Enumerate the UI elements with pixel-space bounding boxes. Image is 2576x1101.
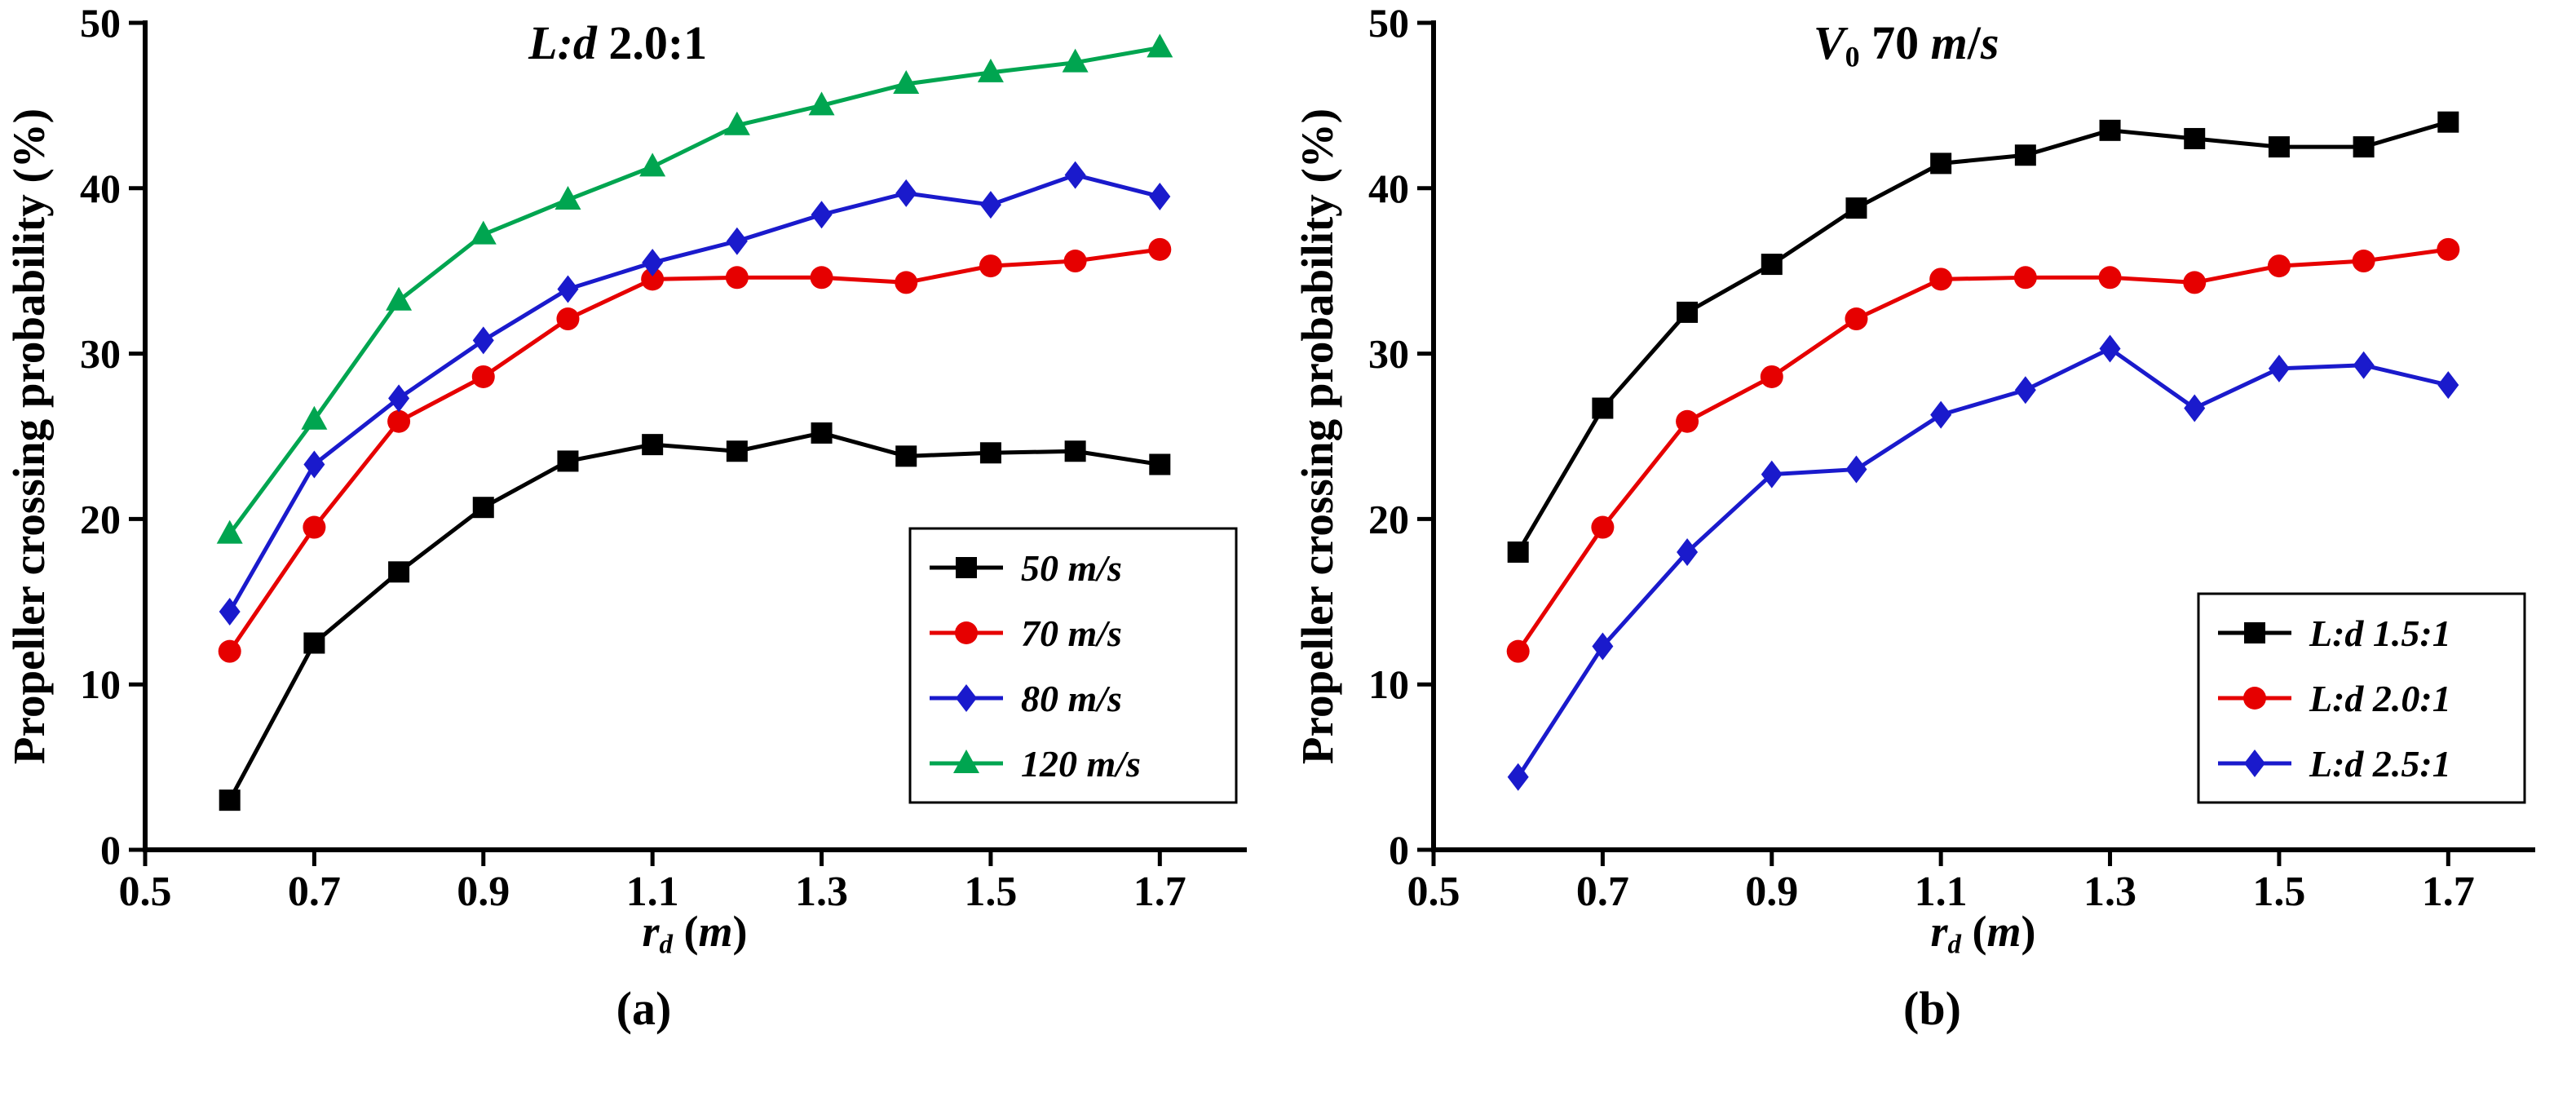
svg-text:0.7: 0.7 <box>287 869 340 915</box>
svg-text:40: 40 <box>1368 166 1409 211</box>
svg-text:1.5: 1.5 <box>964 869 1017 915</box>
svg-text:10: 10 <box>80 661 121 707</box>
sublabel-b: (b) <box>1903 982 1961 1035</box>
svg-text:120 m/s: 120 m/s <box>1021 743 1141 785</box>
svg-text:1.7: 1.7 <box>2421 869 2474 915</box>
svg-text:50 m/s: 50 m/s <box>1021 547 1122 589</box>
svg-text:20: 20 <box>1368 496 1409 542</box>
svg-text:20: 20 <box>80 496 121 542</box>
svg-text:1.1: 1.1 <box>625 869 678 915</box>
svg-text:10: 10 <box>1368 661 1409 707</box>
chart-a: 0 10 20 30 40 50 0.5 0.7 0.9 1.1 1.3 1.5 1.7 L:d 2.0:… <box>8 0 1247 960</box>
svg-text:0.7: 0.7 <box>1575 869 1628 915</box>
chart-b: 0 10 20 30 40 50 0.5 0.7 0.9 1.1 1.3 1.5 1.7 V0 70 m/… <box>1297 0 2535 960</box>
chart-b-wrap: 0 10 20 30 40 50 0.5 0.7 0.9 1.1 1.3 1.5 1.7 V0 70 m/… <box>1288 0 2576 1101</box>
svg-text:L:d 1.5:1: L:d 1.5:1 <box>2309 612 2451 654</box>
svg-text:70 m/s: 70 m/s <box>1021 612 1122 654</box>
svg-text:Propeller crossing probability: Propeller crossing probability (%) <box>8 108 54 764</box>
svg-text:30: 30 <box>80 331 121 377</box>
svg-text:L:d 2.0:1: L:d 2.0:1 <box>2309 678 2451 719</box>
svg-text:1.3: 1.3 <box>795 869 848 915</box>
svg-text:1.5: 1.5 <box>2252 869 2305 915</box>
svg-text:V0 70 m/s: V0 70 m/s <box>1813 16 1999 73</box>
chart-a-wrap: 0 10 20 30 40 50 0.5 0.7 0.9 1.1 1.3 1.5 1.7 L:d 2.0:… <box>8 0 1247 1035</box>
svg-text:0: 0 <box>1389 827 1409 873</box>
svg-text:30: 30 <box>1368 331 1409 377</box>
svg-text:Propeller crossing probability: Propeller crossing probability (%) <box>1297 108 1342 764</box>
svg-text:50: 50 <box>1368 0 1409 46</box>
svg-text:rd (m): rd (m) <box>1930 907 2035 960</box>
svg-text:0.5: 0.5 <box>118 869 171 915</box>
svg-text:0: 0 <box>100 827 121 873</box>
svg-text:40: 40 <box>80 166 121 211</box>
svg-text:50: 50 <box>80 0 121 46</box>
svg-text:0.9: 0.9 <box>1745 869 1798 915</box>
svg-text:80 m/s: 80 m/s <box>1021 678 1122 719</box>
svg-text:rd (m): rd (m) <box>642 907 747 960</box>
svg-text:0.9: 0.9 <box>457 869 510 915</box>
svg-text:L:d 2.5:1: L:d 2.5:1 <box>2309 743 2451 785</box>
sublabel-a: (a) <box>616 982 672 1035</box>
svg-text:1.1: 1.1 <box>1914 869 1967 915</box>
svg-text:0.5: 0.5 <box>1407 869 1460 915</box>
svg-text:L:d 2.0:1: L:d 2.0:1 <box>528 16 707 69</box>
svg-text:1.3: 1.3 <box>2083 869 2136 915</box>
svg-text:1.7: 1.7 <box>1133 869 1186 915</box>
